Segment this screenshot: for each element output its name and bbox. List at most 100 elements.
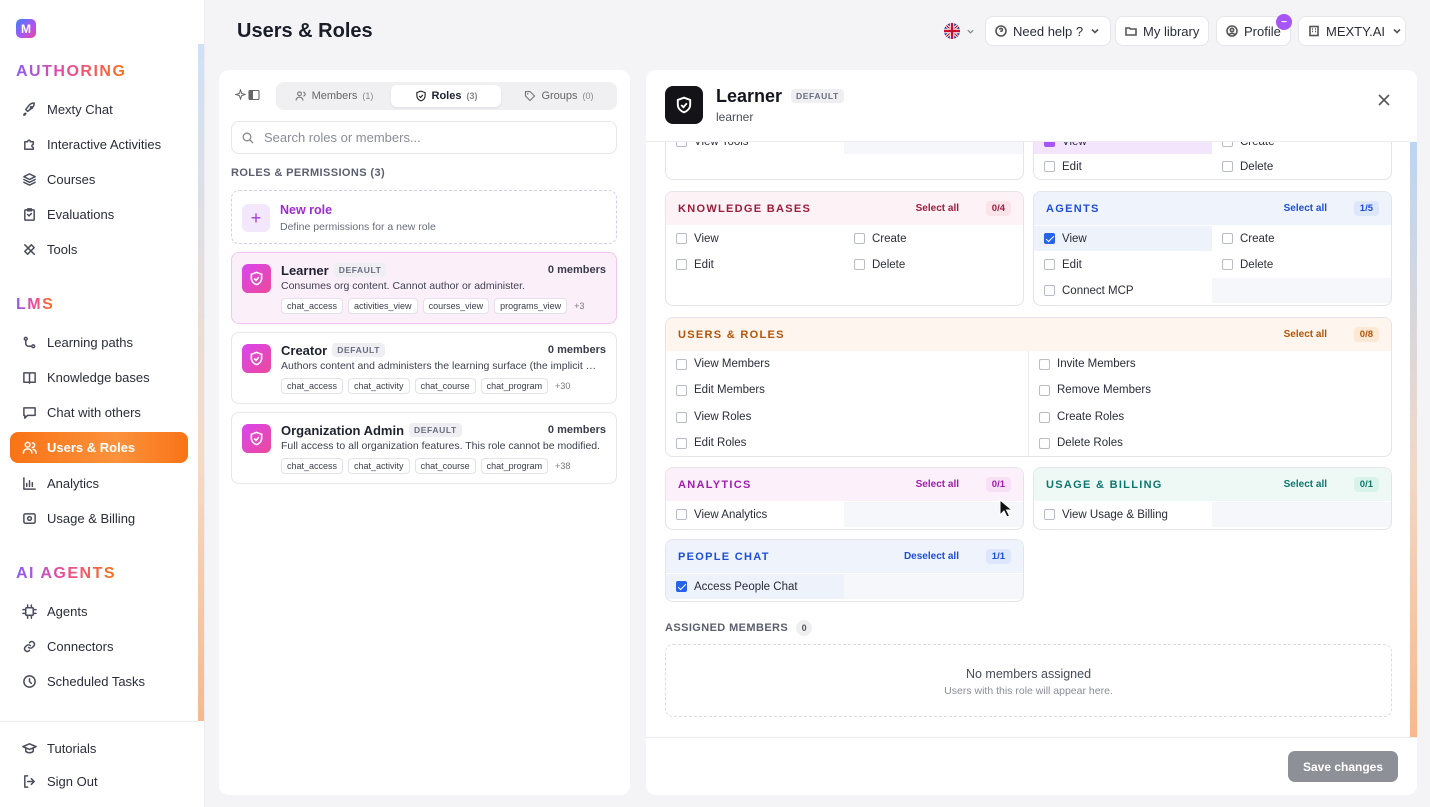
- sidebar-scrollbar[interactable]: [198, 44, 204, 721]
- select-all-button[interactable]: Select all: [1283, 203, 1327, 214]
- permission-view-roles[interactable]: View Roles: [666, 404, 1028, 430]
- permission-label: Create: [1240, 232, 1275, 245]
- permission-delete[interactable]: Delete: [844, 252, 1023, 277]
- group-header: PEOPLE CHAT Deselect all 1/1: [666, 540, 1023, 573]
- permission-view[interactable]: View: [1034, 226, 1212, 251]
- permission-create-roles[interactable]: Create Roles: [1029, 404, 1391, 430]
- sidebar-item-chat-with-others[interactable]: Chat with others: [10, 397, 188, 428]
- more-chips-count: +38: [555, 461, 571, 471]
- group-title: PEOPLE CHAT: [678, 550, 770, 563]
- permission-remove-members[interactable]: Remove Members: [1029, 377, 1391, 403]
- select-all-button[interactable]: Select all: [915, 479, 959, 490]
- permission-view-usage-billing[interactable]: View Usage & Billing: [1034, 502, 1212, 527]
- checkbox[interactable]: [1044, 509, 1055, 520]
- graduation-icon: [22, 741, 37, 756]
- permission-invite-members[interactable]: Invite Members: [1029, 351, 1391, 377]
- sidebar-item-users-roles[interactable]: Users & Roles: [10, 432, 188, 463]
- permission-edit[interactable]: Edit: [1034, 154, 1212, 179]
- permission-group-knowledge-bases: KNOWLEDGE BASES Select all 0/4 View Crea…: [665, 191, 1024, 306]
- deselect-all-button[interactable]: Deselect all: [903, 551, 959, 562]
- permission-delete[interactable]: Delete: [1212, 252, 1391, 277]
- collapse-panel-button[interactable]: [235, 88, 261, 104]
- permission-view-members[interactable]: View Members: [666, 351, 1028, 377]
- sidebar-item-sign-out[interactable]: Sign Out: [10, 766, 188, 797]
- sidebar-item-scheduled-tasks[interactable]: Scheduled Tasks: [10, 666, 188, 697]
- mouse-cursor-icon: [999, 499, 1013, 519]
- checkbox[interactable]: [1222, 233, 1233, 244]
- save-changes-button[interactable]: Save changes: [1288, 751, 1398, 782]
- app-logo[interactable]: M: [16, 19, 36, 38]
- role-card-creator[interactable]: Creator DEFAULT 0 members Authors content…: [231, 332, 617, 404]
- sidebar-item-analytics[interactable]: Analytics: [10, 468, 188, 499]
- select-all-button[interactable]: Select all: [915, 203, 959, 214]
- checkbox[interactable]: [676, 259, 687, 270]
- permission-label: View Analytics: [694, 508, 768, 521]
- permission-create[interactable]: Create: [844, 226, 1023, 251]
- select-all-button[interactable]: Select all: [1283, 329, 1327, 340]
- permission-edit[interactable]: Edit: [666, 252, 844, 277]
- permission-delete-roles[interactable]: Delete Roles: [1029, 430, 1391, 456]
- checkbox[interactable]: [676, 384, 687, 396]
- permission-connect-mcp[interactable]: Connect MCP: [1034, 278, 1212, 303]
- permission-access-people-chat[interactable]: Access People Chat: [666, 574, 844, 599]
- empty-cell: [844, 574, 1023, 599]
- permission-edit[interactable]: Edit: [1034, 252, 1212, 277]
- sidebar-item-tools[interactable]: Tools: [10, 234, 188, 265]
- language-selector[interactable]: [943, 22, 975, 40]
- profile-notification-badge: −: [1276, 14, 1292, 30]
- detail-scrollbar[interactable]: [1410, 142, 1417, 738]
- help-circle-icon: [995, 25, 1007, 37]
- sidebar-item-courses[interactable]: Courses: [10, 164, 188, 195]
- checkbox[interactable]: [1039, 384, 1050, 396]
- need-help-button[interactable]: Need help ?: [985, 16, 1112, 46]
- sidebar-item-label: Users & Roles: [47, 440, 136, 455]
- tab-members[interactable]: Members (1): [279, 85, 389, 107]
- checkbox[interactable]: [676, 233, 687, 244]
- sidebar-item-evaluations[interactable]: Evaluations: [10, 199, 188, 230]
- sidebar-item-mexty-chat[interactable]: Mexty Chat: [10, 94, 188, 125]
- checkbox[interactable]: [1044, 161, 1055, 172]
- checkbox[interactable]: [676, 411, 687, 423]
- permission-delete[interactable]: Delete: [1212, 154, 1391, 179]
- role-name-wrap: Organization Admin DEFAULT: [281, 423, 462, 438]
- sidebar-item-knowledge-bases[interactable]: Knowledge bases: [10, 362, 188, 393]
- role-card-learner[interactable]: Learner DEFAULT 0 members Consumes org co…: [231, 252, 617, 324]
- sidebar-item-tutorials[interactable]: Tutorials: [10, 733, 188, 764]
- checkbox[interactable]: [1044, 285, 1055, 296]
- checkbox[interactable]: [854, 233, 865, 244]
- checkbox[interactable]: [1044, 233, 1055, 244]
- my-library-button[interactable]: My library: [1115, 16, 1210, 46]
- sidebar-item-learning-paths[interactable]: Learning paths: [10, 327, 188, 358]
- permission-edit-roles[interactable]: Edit Roles: [666, 430, 1028, 456]
- tab-roles[interactable]: Roles (3): [391, 85, 501, 107]
- permission-edit-members[interactable]: Edit Members: [666, 377, 1028, 403]
- search-input[interactable]: [264, 130, 594, 145]
- checkbox[interactable]: [1039, 358, 1050, 370]
- plus-icon: +: [242, 204, 270, 232]
- checkbox[interactable]: [854, 259, 865, 270]
- checkbox[interactable]: [1044, 259, 1055, 270]
- permission-view-analytics[interactable]: View Analytics: [666, 502, 844, 527]
- new-role-button[interactable]: + New role Define permissions for a new …: [231, 190, 617, 244]
- checkbox[interactable]: [1039, 437, 1050, 449]
- sidebar-item-connectors[interactable]: Connectors: [10, 631, 188, 662]
- checkbox[interactable]: [1222, 259, 1233, 270]
- sidebar-item-interactive-activities[interactable]: Interactive Activities: [10, 129, 188, 160]
- select-all-button[interactable]: Select all: [1283, 479, 1327, 490]
- role-card-organization-admin[interactable]: Organization Admin DEFAULT 0 members Full…: [231, 412, 617, 484]
- checkbox[interactable]: [676, 581, 687, 592]
- permission-view[interactable]: View: [666, 226, 844, 251]
- checkbox[interactable]: [676, 437, 687, 449]
- permission-create[interactable]: Create: [1212, 226, 1391, 251]
- close-button[interactable]: [1375, 91, 1393, 109]
- checkbox[interactable]: [676, 358, 687, 370]
- sidebar-item-usage-billing[interactable]: Usage & Billing: [10, 503, 188, 534]
- assigned-members-header: ASSIGNED MEMBERS 0: [665, 620, 813, 636]
- checkbox[interactable]: [1039, 411, 1050, 423]
- checkbox[interactable]: [676, 509, 687, 520]
- org-selector[interactable]: MEXTY.AI: [1298, 16, 1406, 46]
- tab-groups[interactable]: Groups (0): [504, 85, 614, 107]
- sidebar-item-agents[interactable]: Agents: [10, 596, 188, 627]
- checkbox[interactable]: [1222, 161, 1233, 172]
- permission-group-agents: AGENTS Select all 1/5 View Create Edit D…: [1033, 191, 1392, 306]
